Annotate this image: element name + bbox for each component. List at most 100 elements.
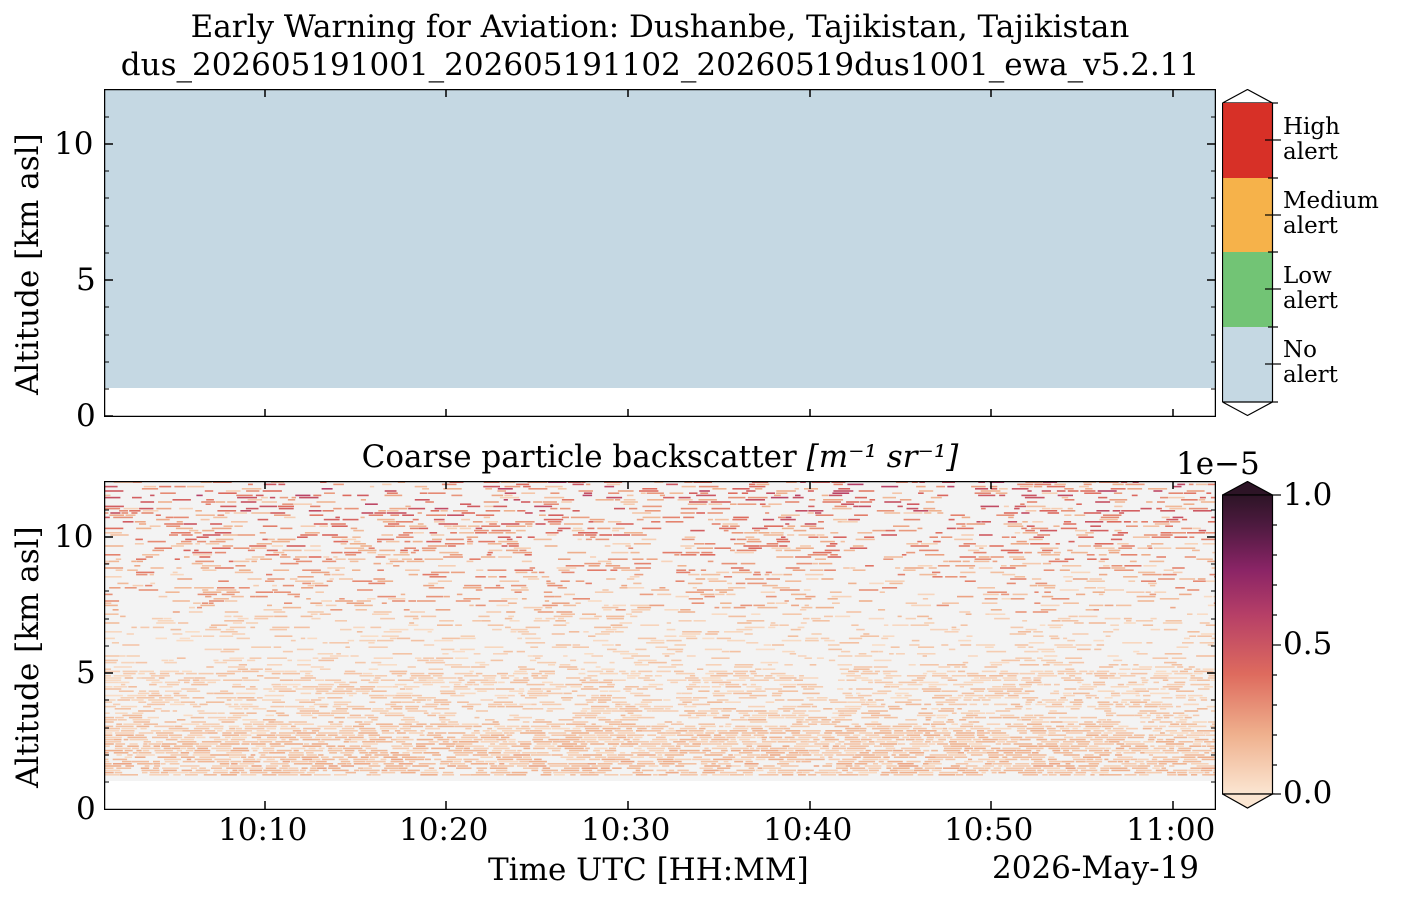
backscatter-cell xyxy=(123,672,136,675)
backscatter-cell xyxy=(263,749,275,752)
backscatter-cell xyxy=(1055,543,1060,545)
alert-label-medium-l2: alert xyxy=(1283,213,1338,239)
backscatter-cell xyxy=(965,730,972,732)
backscatter-cell xyxy=(168,727,189,730)
backscatter-cell xyxy=(714,734,722,736)
backscatter-cell xyxy=(202,723,220,725)
backscatter-cell xyxy=(946,721,955,723)
backscatter-cell xyxy=(189,771,208,774)
backscatter-cell xyxy=(598,681,613,684)
backscatter-cell xyxy=(919,549,939,552)
backscatter-cell xyxy=(533,736,550,739)
backscatter-cell xyxy=(796,771,803,774)
backscatter-cell xyxy=(780,765,799,767)
backscatter-cell xyxy=(409,677,417,679)
backscatter-cell xyxy=(594,626,611,629)
backscatter-cell xyxy=(256,543,272,545)
backscatter-cell xyxy=(882,670,898,673)
backscatter-cell xyxy=(288,721,307,723)
backscatter-cell xyxy=(558,569,570,571)
backscatter-cell xyxy=(399,727,411,730)
backscatter-cell xyxy=(395,521,414,523)
backscatter-cell xyxy=(808,710,821,712)
backscatter-cell xyxy=(906,543,919,545)
backscatter-cell xyxy=(426,734,442,736)
backscatter-cell xyxy=(886,767,892,769)
backscatter-cell xyxy=(738,697,757,699)
backscatter-cell xyxy=(1072,727,1078,730)
backscatter-cell xyxy=(620,723,636,725)
backscatter-cell xyxy=(666,628,676,631)
backscatter-cell xyxy=(752,730,768,732)
backscatter-cell xyxy=(271,683,281,686)
backscatter-cell xyxy=(180,747,187,750)
backscatter-cell xyxy=(381,769,388,772)
backscatter-cell xyxy=(1033,635,1044,637)
backscatter-cell xyxy=(974,492,991,494)
backscatter-cell xyxy=(844,705,862,708)
backscatter-cell xyxy=(682,631,702,633)
backscatter-cell xyxy=(192,679,200,681)
backscatter-cell xyxy=(209,540,226,543)
backscatter-cell xyxy=(403,745,413,747)
backscatter-cell xyxy=(814,743,830,745)
backscatter-cell xyxy=(372,613,389,615)
backscatter-cell xyxy=(372,763,379,765)
backscatter-cell xyxy=(716,699,729,701)
backscatter-cell xyxy=(558,527,571,530)
backscatter-cell xyxy=(1194,670,1214,673)
backscatter-cell xyxy=(721,650,730,653)
backscatter-cell xyxy=(360,635,379,637)
backscatter-cell xyxy=(749,747,755,750)
backscatter-cell xyxy=(631,655,650,657)
backscatter-cell xyxy=(164,721,177,723)
backscatter-cell xyxy=(441,637,460,640)
backscatter-cell xyxy=(139,507,154,510)
backscatter-cell xyxy=(507,738,516,741)
backscatter-cell xyxy=(934,732,951,734)
backscatter-cell xyxy=(700,569,707,571)
backscatter-cell xyxy=(1137,547,1149,549)
backscatter-cell xyxy=(198,672,214,675)
backscatter-cell xyxy=(1004,697,1020,699)
backscatter-cell xyxy=(781,714,797,717)
backscatter-cell xyxy=(447,723,460,725)
backscatter-cell xyxy=(981,771,986,774)
backscatter-cell xyxy=(1021,719,1031,721)
backscatter-cell xyxy=(233,732,247,734)
backscatter-cell xyxy=(981,699,991,701)
backscatter-cell xyxy=(1161,697,1173,699)
backscatter-cell xyxy=(542,703,562,706)
backscatter-cell xyxy=(355,661,366,664)
backscatter-cell xyxy=(201,741,222,743)
backscatter-cell xyxy=(185,774,198,776)
backscatter-cell xyxy=(936,716,946,719)
backscatter-cell xyxy=(247,578,262,580)
backscatter-cell xyxy=(1094,736,1109,739)
backscatter-cell xyxy=(1040,547,1059,549)
backscatter-cell xyxy=(1131,494,1138,497)
backscatter-cell xyxy=(984,598,998,600)
backscatter-cell xyxy=(776,556,794,558)
backscatter-cell xyxy=(527,655,532,657)
backscatter-cell xyxy=(1105,635,1111,637)
backscatter-cell xyxy=(374,677,381,679)
backscatter-cell xyxy=(638,749,645,752)
backscatter-cell xyxy=(451,494,463,497)
backscatter-cell xyxy=(310,767,317,769)
backscatter-cell xyxy=(196,736,206,739)
backscatter-cell xyxy=(973,690,984,692)
backscatter-cell xyxy=(519,760,529,763)
backscatter-cell xyxy=(282,672,300,675)
backscatter-cell xyxy=(332,756,344,758)
backscatter-cell xyxy=(225,628,235,631)
backscatter-cell xyxy=(981,521,991,523)
backscatter-cell xyxy=(460,503,472,505)
backscatter-cell xyxy=(104,719,117,721)
backscatter-cell xyxy=(1011,536,1016,538)
backscatter-cell xyxy=(545,532,559,534)
backscatter-cell xyxy=(954,734,975,736)
backscatter-cell xyxy=(619,719,639,721)
backscatter-cell xyxy=(633,582,642,585)
backscatter-cell xyxy=(274,635,293,637)
